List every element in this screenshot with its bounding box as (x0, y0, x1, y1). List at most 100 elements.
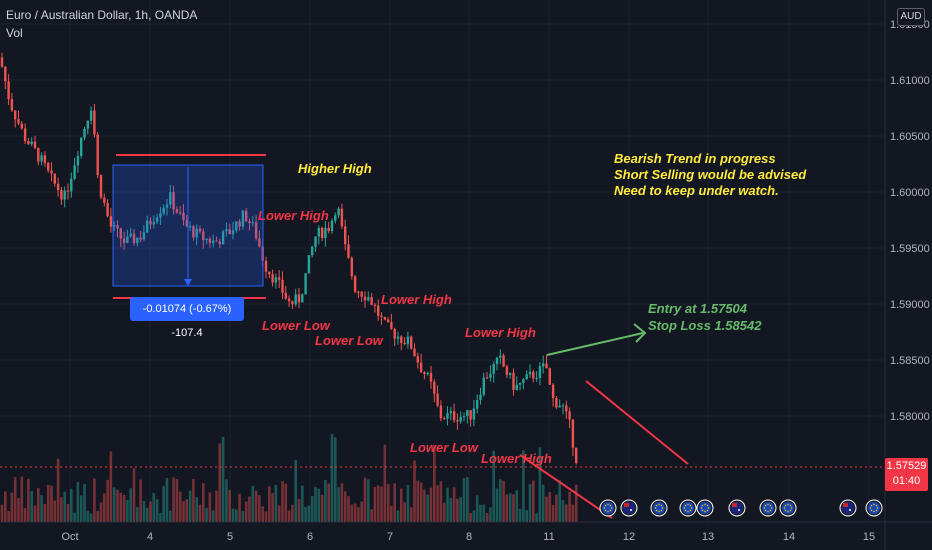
volume-bar (149, 501, 152, 522)
candle-body (248, 221, 251, 224)
bearish-trend-line[interactable] (585, 380, 689, 465)
volume-bar (109, 451, 113, 522)
candle-body (400, 336, 403, 343)
au-flag-icon[interactable] (620, 499, 638, 517)
au-flag-icon[interactable] (728, 499, 746, 517)
candle-body (0, 57, 4, 67)
candle-body (281, 279, 284, 293)
entry-arrow-line[interactable] (546, 332, 644, 356)
candle-body (136, 237, 139, 244)
candle-body (122, 238, 126, 243)
candle-body (433, 381, 436, 394)
annotation-lower-high: Lower High (481, 451, 552, 466)
candles (0, 52, 578, 465)
lower-trend-line[interactable] (519, 454, 613, 519)
volume-bar (126, 499, 129, 522)
candle-body (66, 190, 70, 192)
volume-bar (469, 513, 472, 522)
volume-bar (307, 505, 311, 522)
candle-body (449, 411, 452, 414)
candle-body (23, 128, 27, 142)
price-tick-label: 1.60500 (890, 131, 930, 143)
candle-body (294, 294, 297, 305)
candle-body (466, 410, 469, 417)
volume-bar (172, 477, 175, 522)
volume-bar (413, 460, 416, 522)
candle-body (469, 410, 472, 420)
volume-bar (294, 459, 297, 522)
volume-bar (218, 443, 222, 522)
candle-body (462, 416, 466, 418)
eu-flag-icon[interactable] (696, 499, 714, 517)
candle-body (575, 447, 578, 463)
candle-body (89, 110, 93, 121)
price-tick-label: 1.58500 (890, 355, 930, 367)
volume-bar (139, 479, 142, 522)
volume-bar (548, 492, 552, 522)
bar-countdown: 01:40 (892, 475, 921, 487)
time-tick-label: 4 (147, 531, 153, 543)
volume-bar (406, 484, 410, 522)
eu-flag-icon[interactable] (759, 499, 777, 517)
candle-body (70, 178, 73, 192)
economic-events[interactable] (599, 499, 883, 517)
candle-body (221, 231, 225, 245)
candle-body (459, 417, 462, 422)
volume-bar (96, 511, 99, 522)
candle-body (396, 336, 400, 339)
volume-bar (185, 499, 189, 522)
symbol-title[interactable]: Euro / Australian Dollar, 1h, OANDA (6, 8, 198, 22)
volume-bar (17, 498, 20, 522)
volume-bar (132, 468, 136, 522)
volume-bar (301, 485, 304, 522)
candle-body (139, 237, 142, 240)
price-tick-label: 1.59000 (890, 299, 930, 311)
au-flag-icon[interactable] (839, 499, 857, 517)
candle-body (86, 120, 89, 129)
volume-bar (103, 493, 106, 522)
candle-body (509, 372, 512, 375)
candle-body (53, 173, 56, 184)
volume-bar (528, 484, 532, 522)
eu-flag-icon[interactable] (599, 499, 617, 517)
volume-bar (515, 490, 519, 522)
candle-body (198, 228, 202, 232)
time-tick-label: 12 (623, 531, 635, 543)
volume-bar (13, 477, 17, 522)
eu-flag-icon[interactable] (779, 499, 797, 517)
currency-badge[interactable]: AUD (897, 8, 925, 26)
entry-arrow-head (633, 323, 647, 343)
volume-bar (264, 511, 268, 522)
candle-body (340, 208, 344, 227)
eu-flag-icon[interactable] (865, 499, 883, 517)
volume-bar (43, 503, 47, 522)
volume-bar (136, 507, 139, 522)
candle-body (172, 192, 175, 210)
candle-body (304, 273, 307, 295)
candle-body (307, 255, 311, 274)
volume-bar (324, 480, 327, 522)
eu-flag-icon[interactable] (650, 499, 668, 517)
volume-bar (33, 505, 37, 522)
volume-bar (327, 483, 330, 522)
volume-bar (198, 504, 202, 522)
volume-bar (4, 491, 7, 522)
eu-flag-icon[interactable] (679, 499, 697, 517)
volume-bar (492, 450, 495, 522)
volume-bar (558, 480, 561, 522)
volume-bar (291, 504, 294, 522)
volume-bar (23, 508, 27, 522)
candle-body (43, 155, 47, 163)
candle-body (215, 240, 218, 242)
candle-body (287, 298, 291, 302)
volume-bar (409, 507, 413, 522)
candle-body (264, 260, 268, 272)
candle-body (489, 373, 492, 378)
candle-body (443, 418, 446, 420)
volume-bar (129, 488, 132, 522)
volume-bar (268, 486, 271, 522)
volume-bar (99, 502, 103, 522)
candle-body (479, 394, 482, 401)
volume-bar (541, 484, 545, 522)
